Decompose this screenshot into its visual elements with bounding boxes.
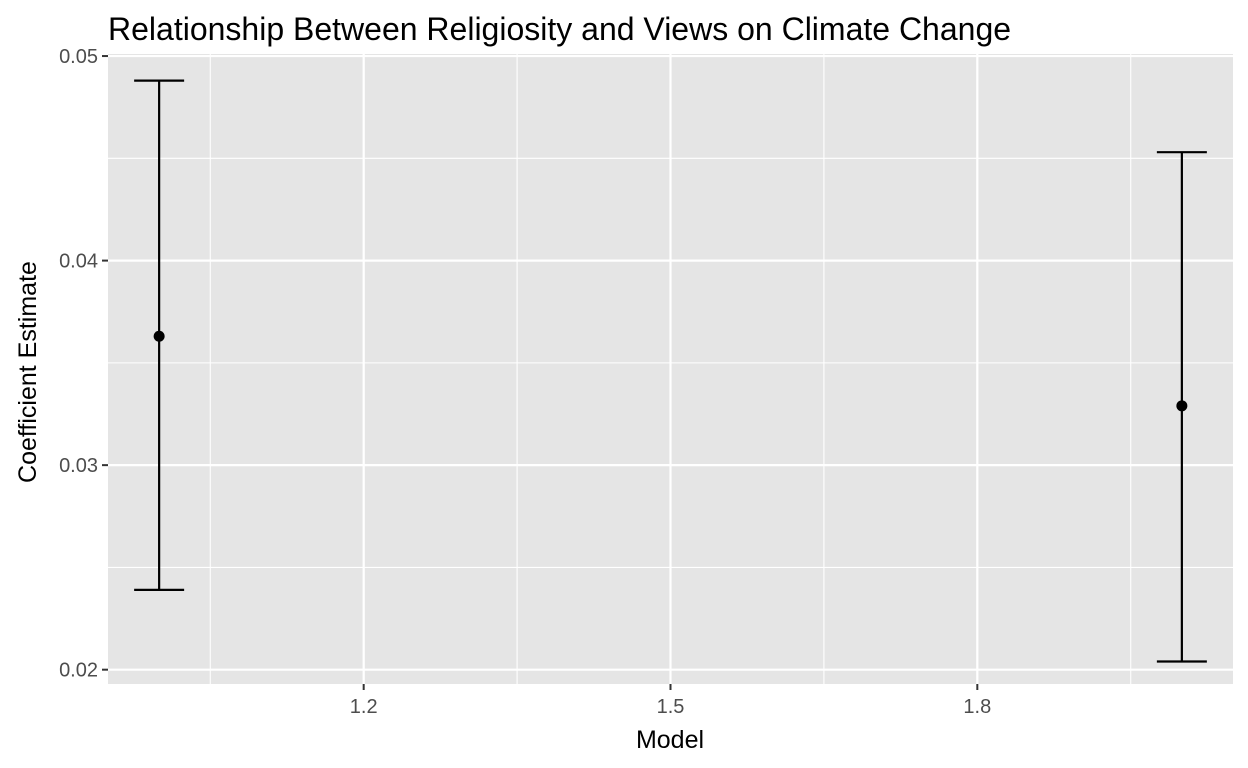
y-axis-title: Coefficient Estimate	[14, 261, 42, 483]
point-estimate	[1176, 400, 1188, 412]
axis-ticks	[102, 55, 979, 690]
error-bars	[134, 79, 1207, 663]
point-estimate	[153, 330, 165, 342]
tick-labels: 1.2 1.5 1.8 0.02 0.03 0.04 0.05	[59, 46, 991, 718]
x-tick-label: 1.8	[963, 696, 991, 718]
x-axis-title: Model	[636, 726, 704, 754]
x-tick-label: 1.5	[657, 696, 685, 718]
y-tick-label: 0.03	[59, 455, 98, 477]
x-tick-label: 1.2	[350, 696, 378, 718]
y-tick-label: 0.04	[59, 251, 98, 273]
y-tick-label: 0.05	[59, 46, 98, 68]
major-gridlines	[108, 54, 1233, 684]
y-tick-label: 0.02	[59, 660, 98, 682]
chart-title: Relationship Between Religiosity and Vie…	[108, 11, 1011, 47]
